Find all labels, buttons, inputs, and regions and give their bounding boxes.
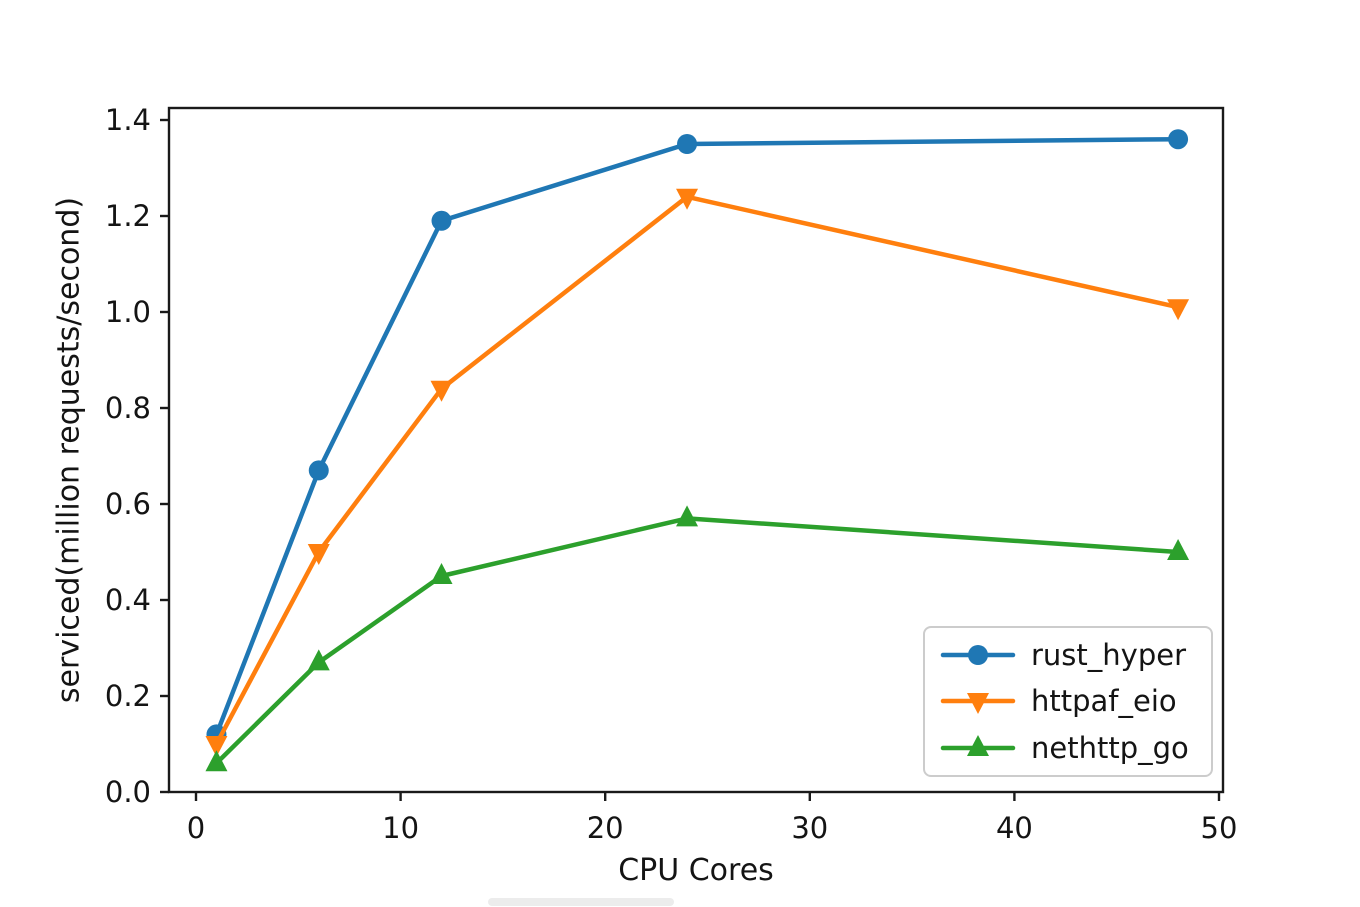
series-rust_hyper — [206, 129, 1189, 745]
marker-circle — [308, 460, 329, 481]
legend-marker-rust_hyper — [940, 645, 1016, 666]
legend-label-httpaf_eio: httpaf_eio — [1031, 684, 1177, 719]
marker-triangle-up — [430, 563, 453, 584]
x-tick-label: 50 — [1201, 811, 1238, 845]
scrollbar-artifact — [488, 898, 674, 906]
y-tick-label: 0.8 — [105, 391, 151, 425]
series-nethttp_go — [205, 505, 1190, 772]
legend-entry-nethttp_go: nethttp_go — [939, 731, 1211, 765]
marker-triangle-up — [967, 734, 989, 756]
marker-triangle-down — [676, 188, 699, 210]
legend-entry-rust_hyper: rust_hyper — [939, 638, 1211, 672]
y-tick-label: 1.2 — [105, 199, 151, 233]
y-tick-label: 0.6 — [105, 487, 151, 521]
marker-triangle-up — [205, 750, 228, 772]
x-tick-label: 0 — [187, 811, 205, 845]
legend-label-nethttp_go: nethttp_go — [1031, 730, 1189, 765]
legend: rust_hyper httpaf_eio nethttp_go — [923, 626, 1213, 777]
marker-triangle-up — [1167, 539, 1190, 560]
legend-entry-httpaf_eio: httpaf_eio — [939, 684, 1211, 718]
y-tick-label: 1.0 — [105, 295, 151, 329]
legend-label-rust_hyper: rust_hyper — [1031, 638, 1186, 673]
marker-circle — [431, 210, 452, 231]
plot-border — [167, 106, 1225, 794]
marker-triangle-up — [676, 505, 699, 527]
marker-triangle-down — [307, 544, 330, 565]
marker-circle — [968, 645, 988, 666]
marker-triangle-down — [205, 736, 228, 757]
y-tick-label: 0.0 — [105, 775, 151, 809]
y-tick-label: 0.4 — [105, 583, 151, 617]
x-axis-title: CPU Cores — [618, 853, 774, 888]
marker-triangle-down — [1167, 299, 1190, 321]
legend-marker-httpaf_eio — [940, 693, 1016, 715]
y-axis-title: serviced(million requests/second) — [51, 196, 87, 704]
x-tick-label: 10 — [382, 811, 419, 845]
marker-triangle-up — [307, 649, 330, 671]
marker-triangle-down — [967, 693, 989, 715]
series-httpaf_eio — [205, 188, 1190, 757]
marker-circle — [1168, 129, 1189, 150]
x-tick-label: 30 — [791, 811, 828, 845]
y-tick-label: 1.4 — [105, 103, 151, 137]
marker-triangle-down — [430, 380, 453, 402]
marker-circle — [677, 134, 698, 154]
x-tick-label: 40 — [996, 811, 1033, 845]
x-tick-label: 20 — [587, 811, 624, 845]
y-tick-label: 0.2 — [105, 679, 151, 713]
legend-marker-nethttp_go — [940, 734, 1016, 756]
